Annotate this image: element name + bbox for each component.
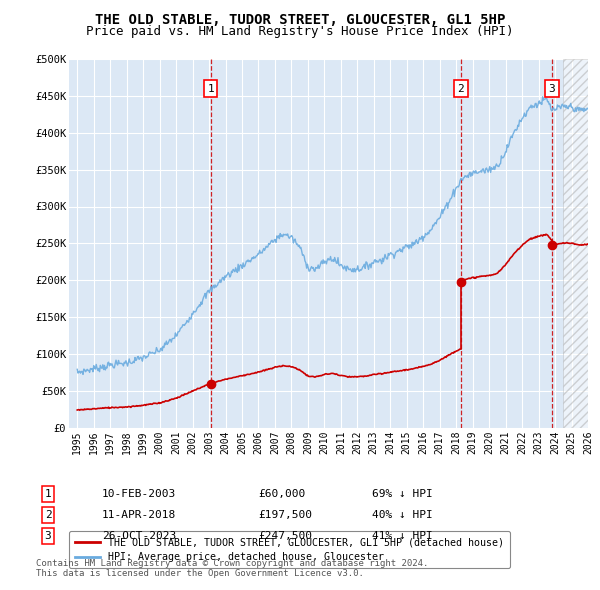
Text: 26-OCT-2023: 26-OCT-2023	[102, 532, 176, 541]
Text: 11-APR-2018: 11-APR-2018	[102, 510, 176, 520]
Text: 40% ↓ HPI: 40% ↓ HPI	[372, 510, 433, 520]
Text: This data is licensed under the Open Government Licence v3.0.: This data is licensed under the Open Gov…	[36, 569, 364, 578]
Text: £247,500: £247,500	[258, 532, 312, 541]
Text: THE OLD STABLE, TUDOR STREET, GLOUCESTER, GL1 5HP: THE OLD STABLE, TUDOR STREET, GLOUCESTER…	[95, 13, 505, 27]
Text: 69% ↓ HPI: 69% ↓ HPI	[372, 489, 433, 499]
Text: £60,000: £60,000	[258, 489, 305, 499]
Bar	[563, 59, 596, 428]
Text: 3: 3	[44, 532, 52, 541]
Text: 10-FEB-2003: 10-FEB-2003	[102, 489, 176, 499]
Legend: THE OLD STABLE, TUDOR STREET, GLOUCESTER, GL1 5HP (detached house), HPI: Average: THE OLD STABLE, TUDOR STREET, GLOUCESTER…	[69, 532, 510, 568]
Text: 1: 1	[44, 489, 52, 499]
Text: £197,500: £197,500	[258, 510, 312, 520]
Text: 41% ↓ HPI: 41% ↓ HPI	[372, 532, 433, 541]
Text: 2: 2	[457, 84, 464, 93]
Text: Price paid vs. HM Land Registry's House Price Index (HPI): Price paid vs. HM Land Registry's House …	[86, 25, 514, 38]
Text: 2: 2	[44, 510, 52, 520]
Text: 1: 1	[208, 84, 214, 93]
Text: Contains HM Land Registry data © Crown copyright and database right 2024.: Contains HM Land Registry data © Crown c…	[36, 559, 428, 568]
Text: 3: 3	[549, 84, 556, 93]
